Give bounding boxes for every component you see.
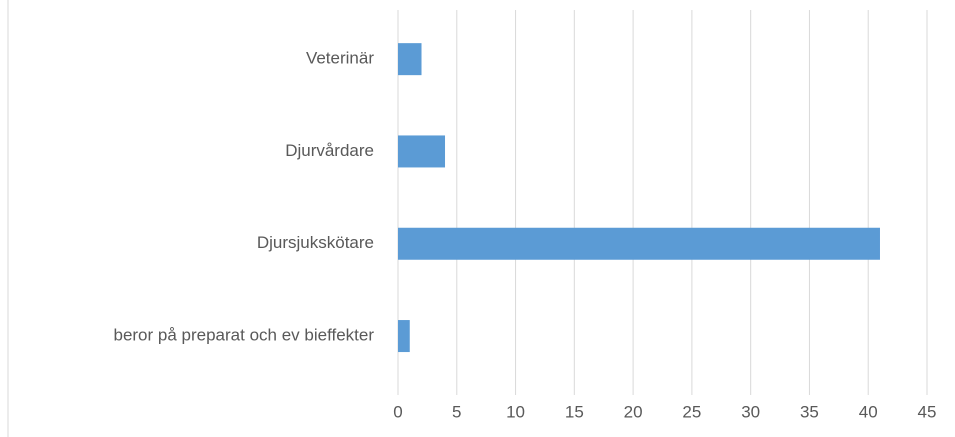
bar — [398, 320, 410, 353]
x-tick-label: 10 — [506, 402, 525, 421]
x-tick-label: 20 — [624, 402, 643, 421]
x-tick-label: 25 — [682, 402, 701, 421]
y-tick-label: Djurvårdare — [285, 141, 374, 160]
y-tick-label: Veterinär — [306, 49, 374, 68]
x-tick-label: 40 — [859, 402, 878, 421]
x-tick-label: 0 — [393, 402, 402, 421]
bar — [398, 227, 880, 260]
x-tick-label: 5 — [452, 402, 461, 421]
bar — [398, 43, 422, 76]
y-tick-label: Djursjukskötare — [257, 233, 374, 252]
bar — [398, 135, 446, 168]
x-tick-label: 30 — [741, 402, 760, 421]
x-tick-label: 15 — [565, 402, 584, 421]
x-tick-label: 45 — [918, 402, 937, 421]
y-tick-label: beror på preparat och ev bieffekter — [113, 326, 374, 345]
x-tick-label: 35 — [800, 402, 819, 421]
